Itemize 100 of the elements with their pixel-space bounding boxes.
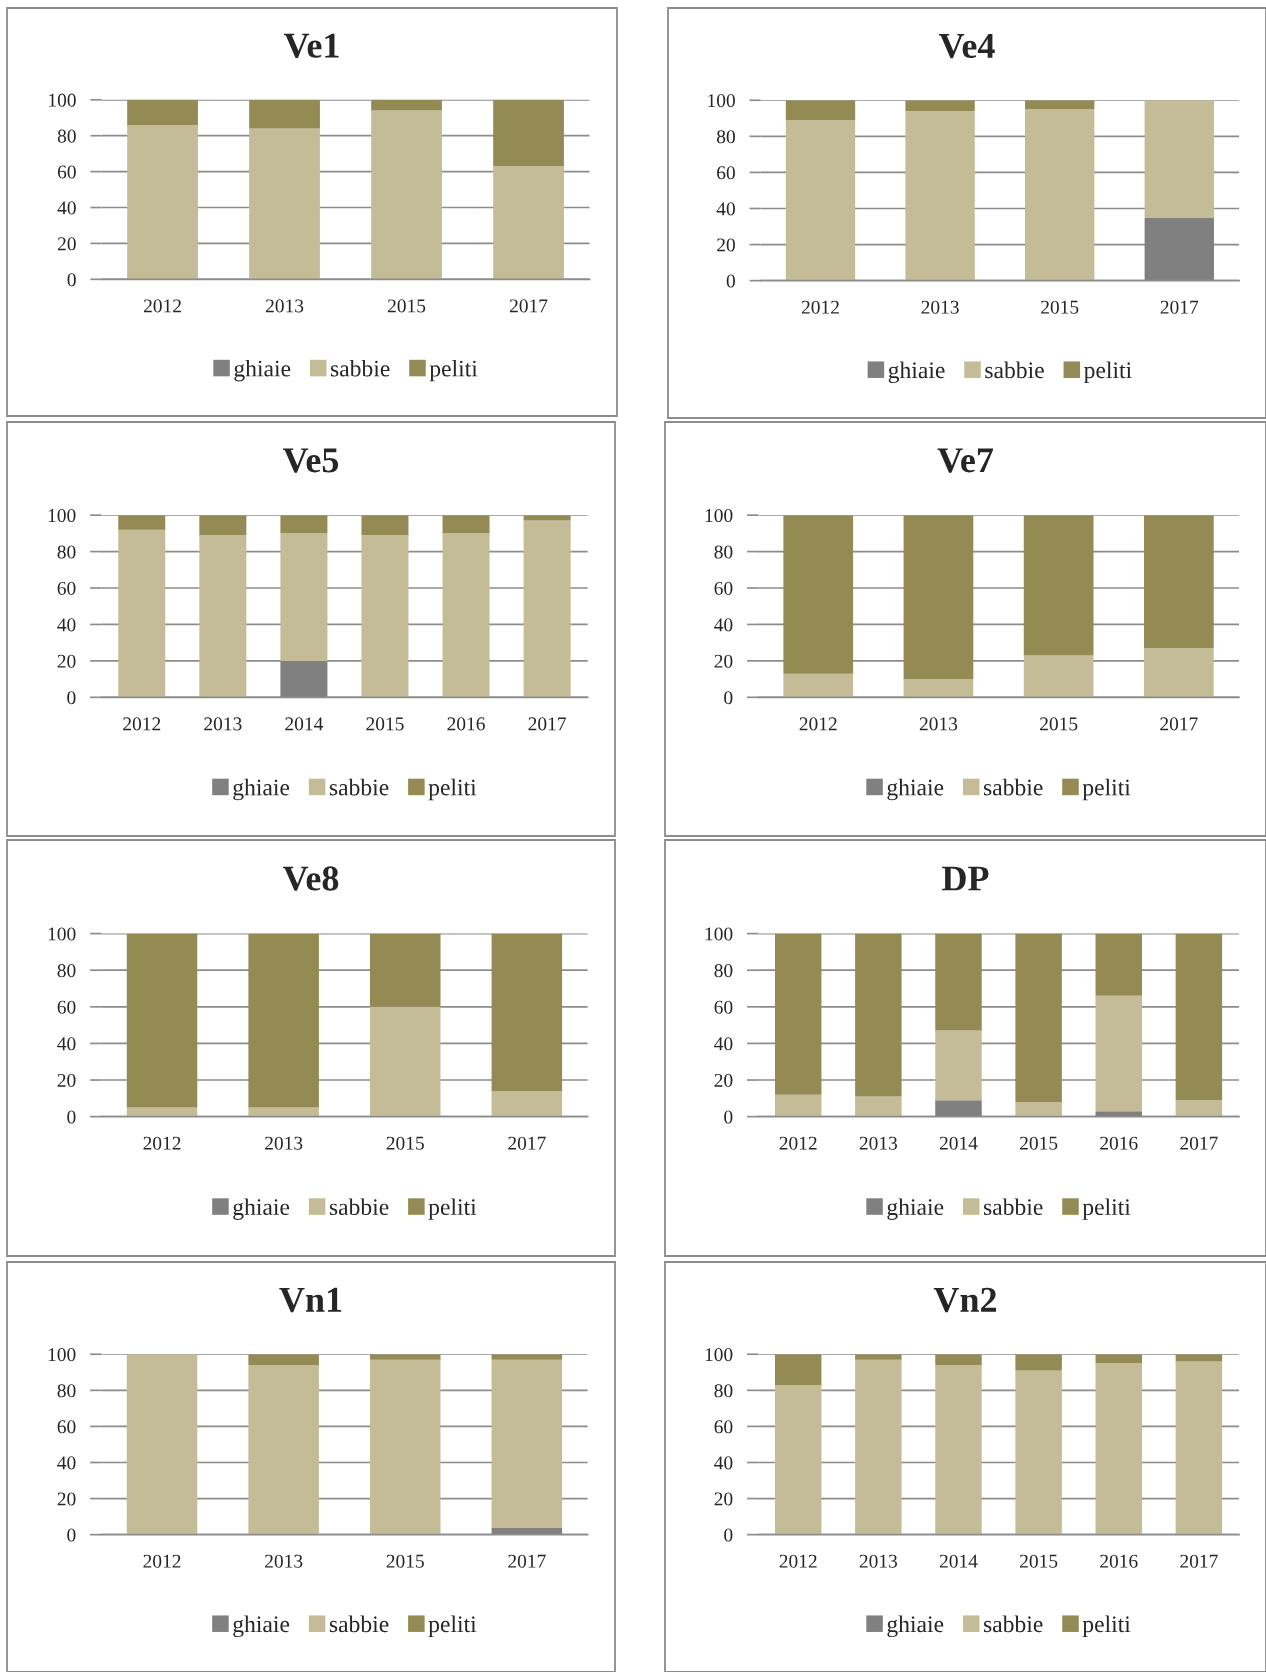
chart-title: DP [942, 866, 989, 891]
bar [774, 1094, 822, 1117]
legend-label: sabbie [983, 1198, 1043, 1216]
chart-title: Ve4 [938, 33, 995, 59]
legend-label: sabbie [983, 1615, 1043, 1633]
y-tick-label: 80 [57, 129, 76, 143]
x-tick-label: 2015 [387, 299, 426, 313]
legend-label: sabbie [329, 1615, 389, 1633]
x-tick-label: 2017 [1180, 1554, 1218, 1568]
x-tick-label: 2015 [386, 1554, 424, 1568]
bar [774, 933, 822, 1095]
bar [785, 100, 856, 121]
y-tick-label: 60 [57, 1000, 76, 1014]
bar [118, 529, 166, 698]
y-tick-label: 20 [714, 654, 733, 668]
y-tick-label: 0 [724, 1528, 733, 1542]
bar [491, 1359, 563, 1528]
x-tick-label: 2013 [921, 300, 959, 314]
y-tick-label: 0 [67, 1528, 76, 1542]
x-tick-label: 2017 [528, 717, 566, 731]
bar [493, 99, 564, 167]
bar [199, 515, 247, 536]
y-tick-label: 100 [705, 1348, 733, 1362]
bar [491, 933, 563, 1092]
x-tick-label: 2016 [1100, 1136, 1138, 1150]
bar [935, 1354, 982, 1366]
bar [369, 1359, 441, 1535]
chart-title: Ve8 [282, 866, 339, 891]
y-tick-label: 0 [724, 691, 733, 705]
y-tick-label: 20 [57, 1492, 76, 1506]
legend-label: peliti [428, 1615, 477, 1637]
x-tick-label: 2017 [508, 1136, 546, 1150]
bar [371, 99, 442, 111]
y-tick-label: 40 [57, 1037, 76, 1051]
bar [248, 1365, 319, 1535]
y-tick-label: 80 [57, 1384, 76, 1398]
bar [785, 120, 856, 281]
bar [1015, 1102, 1062, 1117]
y-tick-label: 100 [708, 94, 735, 108]
bar [1023, 515, 1094, 656]
x-tick-label: 2017 [508, 1554, 546, 1568]
y-tick-label: 80 [714, 964, 733, 978]
y-tick-label: 20 [57, 237, 76, 251]
chart-title: Ve5 [282, 448, 339, 473]
bar [369, 1006, 441, 1117]
bar [369, 1354, 441, 1360]
bar [1144, 515, 1214, 649]
bar [199, 535, 247, 698]
bar [783, 673, 854, 698]
bar [249, 128, 320, 280]
x-tick-label: 2013 [265, 1136, 303, 1150]
x-tick-label: 2012 [799, 717, 837, 731]
legend-label: peliti [429, 359, 478, 382]
bar [1095, 1363, 1142, 1535]
bar [774, 1354, 822, 1385]
bar [127, 124, 198, 280]
x-tick-label: 2014 [285, 717, 324, 731]
y-tick-label: 60 [57, 581, 76, 595]
bar [361, 515, 409, 536]
bar [118, 515, 166, 530]
legend-label: ghiaie [887, 778, 944, 801]
bar [126, 1354, 198, 1535]
y-tick-label: 0 [67, 1110, 76, 1124]
bar [935, 933, 982, 1031]
legend-label: peliti [1082, 1615, 1131, 1637]
bar [903, 515, 974, 680]
bar [855, 1354, 902, 1360]
y-tick-label: 80 [57, 964, 76, 978]
bar [491, 1091, 563, 1117]
y-tick-label: 60 [714, 1000, 733, 1014]
x-tick-label: 2013 [265, 1554, 303, 1568]
bar [491, 1354, 563, 1360]
legend-label: peliti [428, 1198, 477, 1220]
y-tick-label: 20 [717, 238, 735, 252]
chart-title: Ve1 [283, 33, 339, 59]
x-tick-label: 2017 [1160, 300, 1199, 314]
y-tick-label: 100 [705, 927, 733, 941]
y-tick-label: 0 [67, 273, 76, 287]
legend-label: sabbie [330, 359, 390, 377]
bar [783, 515, 854, 674]
chart-title: Ve7 [937, 448, 994, 473]
y-tick-label: 80 [714, 545, 733, 559]
x-tick-label: 2013 [859, 1136, 898, 1150]
x-tick-label: 2015 [1020, 1136, 1058, 1150]
bar [248, 933, 319, 1108]
bar [1015, 1370, 1062, 1535]
bar [1095, 995, 1142, 1112]
bar [1175, 1361, 1223, 1535]
y-tick-label: 100 [49, 93, 76, 107]
y-tick-label: 60 [714, 1420, 733, 1434]
bar [1015, 933, 1062, 1102]
bar [935, 1030, 982, 1101]
x-tick-label: 2016 [1100, 1554, 1138, 1568]
chart-title: Vn2 [933, 1287, 997, 1313]
y-tick-label: 40 [57, 201, 76, 215]
bar [249, 99, 320, 129]
x-tick-label: 2012 [801, 300, 839, 314]
y-tick-label: 100 [48, 508, 76, 523]
legend-label: ghiaie [233, 1615, 290, 1638]
y-tick-label: 60 [714, 581, 733, 595]
